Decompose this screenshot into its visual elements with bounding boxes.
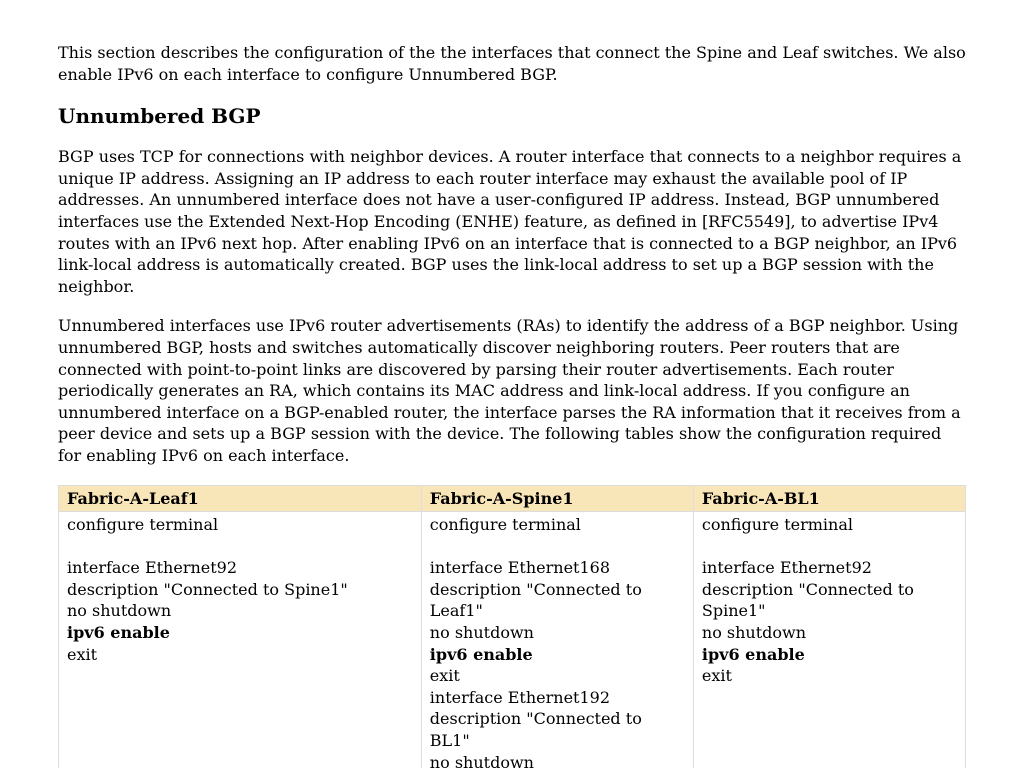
blank-line xyxy=(430,536,685,558)
document-page: This section describes the configuration… xyxy=(0,0,1024,768)
config-line: interface Ethernet92 xyxy=(702,557,957,579)
config-line: interface Ethernet92 xyxy=(67,557,413,579)
col-header-leaf1: Fabric-A-Leaf1 xyxy=(59,485,422,512)
config-table: Fabric-A-Leaf1 Fabric-A-Spine1 Fabric-A-… xyxy=(58,485,966,768)
section-heading: Unnumbered BGP xyxy=(58,103,966,130)
table-header-row: Fabric-A-Leaf1 Fabric-A-Spine1 Fabric-A-… xyxy=(59,485,966,512)
cmd-block-bl1: configure terminal interface Ethernet92de… xyxy=(702,514,957,687)
config-line: interface Ethernet192 xyxy=(430,687,685,709)
config-line: description "Connected to Leaf1" xyxy=(430,579,685,622)
blank-line xyxy=(702,536,957,558)
config-line: no shutdown xyxy=(430,752,685,768)
config-line: configure terminal xyxy=(67,514,413,536)
config-line: no shutdown xyxy=(702,622,957,644)
config-line: exit xyxy=(430,665,685,687)
config-line: no shutdown xyxy=(67,600,413,622)
cell-spine1: configure terminalinterface Ethernet168d… xyxy=(421,512,693,768)
config-line: configure terminal xyxy=(430,514,685,536)
config-line: ipv6 enable xyxy=(430,644,685,666)
paragraph-2: Unnumbered interfaces use IPv6 router ad… xyxy=(58,315,966,466)
config-line: no shutdown xyxy=(430,622,685,644)
config-line: exit xyxy=(702,665,957,687)
config-line: description "Connected to BL1" xyxy=(430,708,685,751)
config-line: interface Ethernet168 xyxy=(430,557,685,579)
col-header-spine1: Fabric-A-Spine1 xyxy=(421,485,693,512)
cell-leaf1: configure terminal interface Ethernet92de… xyxy=(59,512,422,768)
col-header-bl1: Fabric-A-BL1 xyxy=(693,485,965,512)
config-line: description "Connected to Spine1" xyxy=(702,579,957,622)
cmd-block-leaf1: configure terminal interface Ethernet92de… xyxy=(67,514,413,665)
config-line: description "Connected to Spine1" xyxy=(67,579,413,601)
intro-paragraph: This section describes the configuration… xyxy=(58,42,966,85)
paragraph-1: BGP uses TCP for connections with neighb… xyxy=(58,146,966,297)
config-line: exit xyxy=(67,644,413,666)
blank-line xyxy=(67,536,413,558)
config-line: configure terminal xyxy=(702,514,957,536)
cell-bl1: configure terminal interface Ethernet92de… xyxy=(693,512,965,768)
cmd-block-spine1: configure terminalinterface Ethernet168d… xyxy=(430,514,685,768)
table-row: configure terminalinterface Ethernet92de… xyxy=(59,512,966,768)
config-line: ipv6 enable xyxy=(702,644,957,666)
config-line: ipv6 enable xyxy=(67,622,413,644)
